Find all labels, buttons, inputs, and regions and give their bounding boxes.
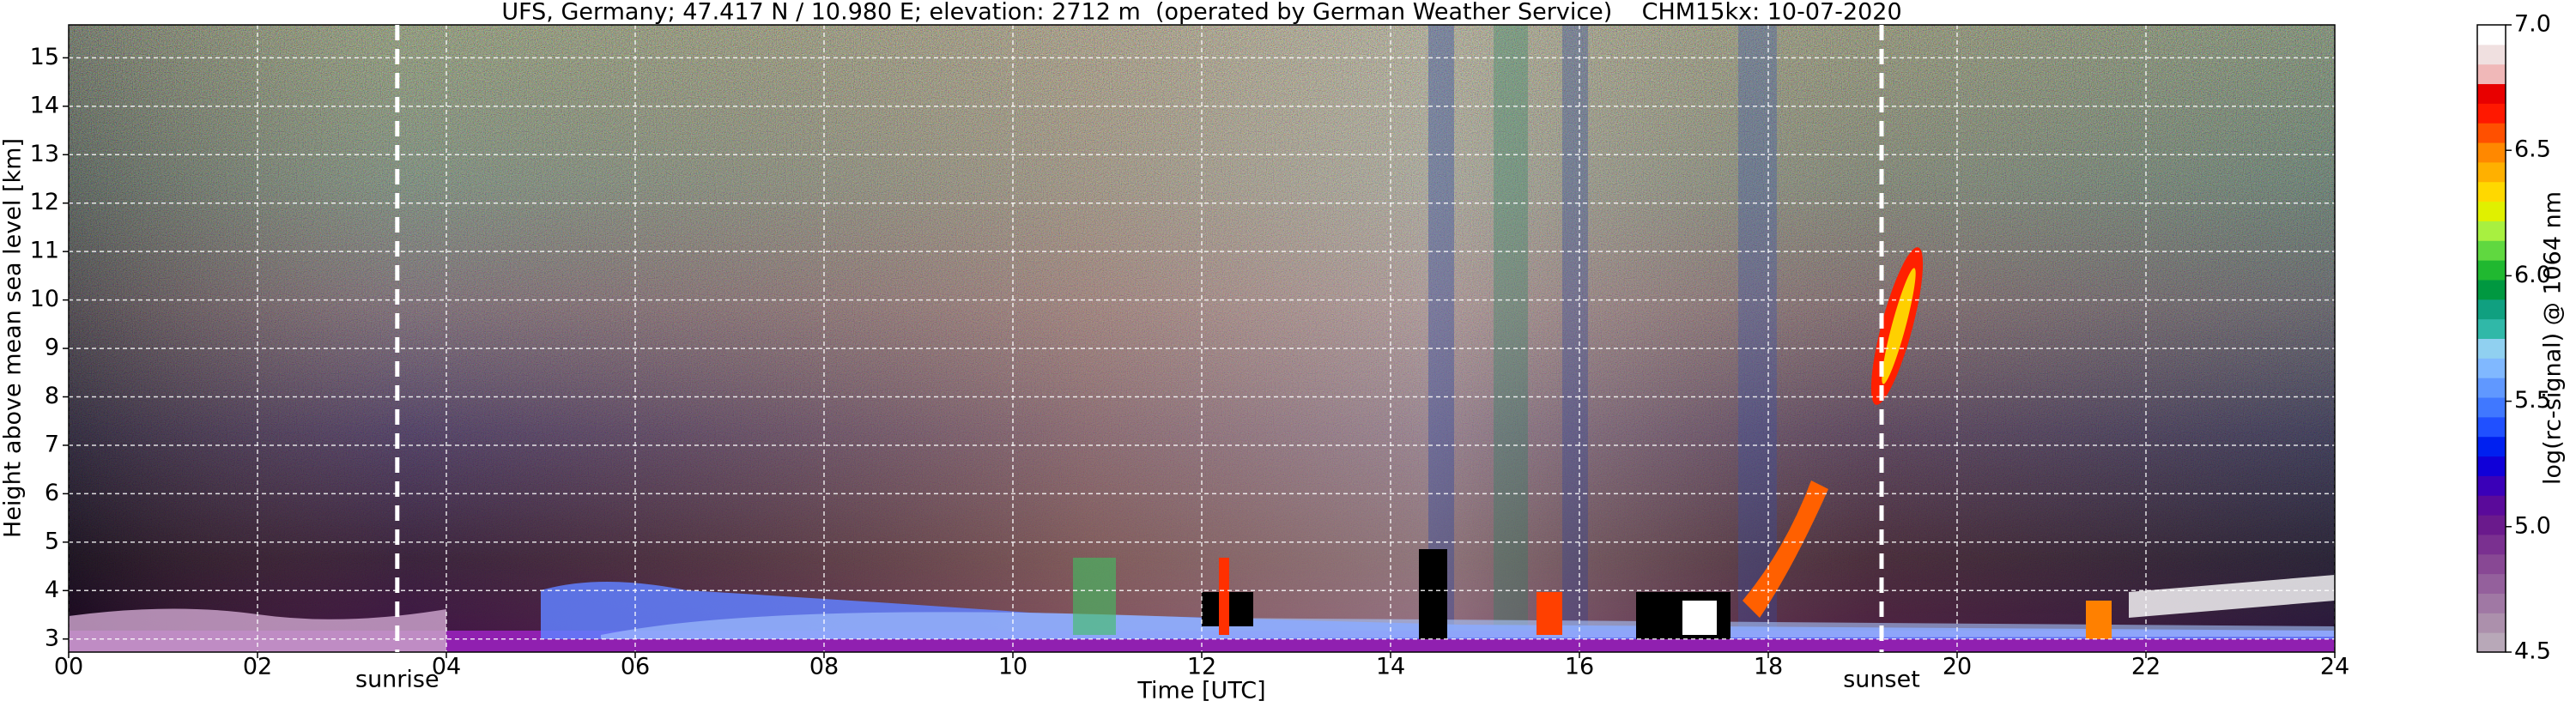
y-tick-label: 7 xyxy=(45,431,59,457)
colorbar-segment xyxy=(2477,456,2506,476)
colorbar-label: log(rc-signal) @ 1064 nm xyxy=(2540,191,2567,485)
colorbar-tick-label: 6.5 xyxy=(2514,136,2551,163)
colorbar-segment xyxy=(2477,593,2506,613)
colorbar-segment xyxy=(2477,573,2506,594)
colorbar-segment xyxy=(2477,83,2506,104)
marker-label: sunset xyxy=(1843,667,1920,693)
colorbar-segment xyxy=(2477,338,2506,359)
y-tick-label: 11 xyxy=(30,238,59,264)
colorbar-tick-label: 6.0 xyxy=(2514,262,2551,288)
colorbar-tick-label: 5.5 xyxy=(2514,387,2551,414)
y-tick-label: 10 xyxy=(30,286,59,312)
x-tick-label: 12 xyxy=(1187,654,1216,680)
colorbar-segment xyxy=(2477,279,2506,300)
colorbar-segment xyxy=(2477,299,2506,320)
colorbar-segment xyxy=(2477,201,2506,221)
x-tick-label: 02 xyxy=(243,654,272,680)
colorbar-segment xyxy=(2477,25,2506,45)
x-tick-label: 20 xyxy=(1943,654,1972,680)
colorbar-segment xyxy=(2477,221,2506,241)
colorbar-segment xyxy=(2477,613,2506,633)
colorbar-segment xyxy=(2477,632,2506,653)
colorbar-segment xyxy=(2477,436,2506,457)
y-tick-label: 4 xyxy=(45,577,59,603)
chart-title: UFS, Germany; 47.417 N / 10.980 E; eleva… xyxy=(501,0,1901,26)
colorbar-segment xyxy=(2477,515,2506,535)
x-tick-label: 06 xyxy=(621,654,650,680)
colorbar-segment xyxy=(2477,475,2506,496)
y-tick-label: 14 xyxy=(30,92,59,118)
colorbar-tick-label: 7.0 xyxy=(2514,11,2551,38)
marker-label: sunrise xyxy=(355,667,439,693)
y-axis-label: Height above mean sea level [km] xyxy=(0,138,27,538)
y-tick-label: 5 xyxy=(45,528,59,554)
x-tick-label: 04 xyxy=(432,654,461,680)
colorbar-tick-label: 5.0 xyxy=(2514,512,2551,539)
colorbar-segment xyxy=(2477,181,2506,202)
colorbar-segment xyxy=(2477,358,2506,378)
y-tick-label: 8 xyxy=(45,383,59,409)
colorbar-segment xyxy=(2477,378,2506,398)
x-tick-label: 22 xyxy=(2131,654,2161,680)
y-tick-label: 3 xyxy=(45,625,59,651)
x-tick-label: 14 xyxy=(1376,654,1405,680)
x-tick-label: 24 xyxy=(2320,654,2349,680)
colorbar-frame xyxy=(2476,24,2506,653)
y-tick-label: 9 xyxy=(45,335,59,361)
y-tick-label: 6 xyxy=(45,480,59,506)
colorbar-segment xyxy=(2477,553,2506,575)
colorbar-segment xyxy=(2477,260,2506,281)
x-tick-label: 08 xyxy=(809,654,839,680)
colorbar-segment xyxy=(2477,495,2506,516)
colorbar-segment xyxy=(2477,534,2506,555)
y-tick-label: 15 xyxy=(30,44,59,70)
colorbar-segment xyxy=(2477,63,2506,85)
colorbar-segment xyxy=(2477,318,2506,339)
colorbar-segment xyxy=(2477,416,2506,438)
x-tick-label: 16 xyxy=(1565,654,1594,680)
x-tick-label: 18 xyxy=(1754,654,1783,680)
y-tick-label: 12 xyxy=(30,189,59,215)
grid xyxy=(68,25,2336,652)
colorbar-segment xyxy=(2477,142,2506,163)
colorbar-segment xyxy=(2477,397,2506,418)
colorbar-segment xyxy=(2477,161,2506,183)
colorbar-segment xyxy=(2477,44,2506,65)
x-tick-label: 10 xyxy=(998,654,1027,680)
colorbar-segment xyxy=(2477,123,2506,143)
x-axis-label: Time [UTC] xyxy=(1136,678,1265,704)
y-tick-label: 13 xyxy=(30,141,59,167)
colorbar-segment xyxy=(2477,103,2506,124)
colorbar-tick-label: 4.5 xyxy=(2514,638,2551,665)
x-tick-label: 00 xyxy=(54,654,83,680)
colorbar-segment xyxy=(2477,240,2506,261)
